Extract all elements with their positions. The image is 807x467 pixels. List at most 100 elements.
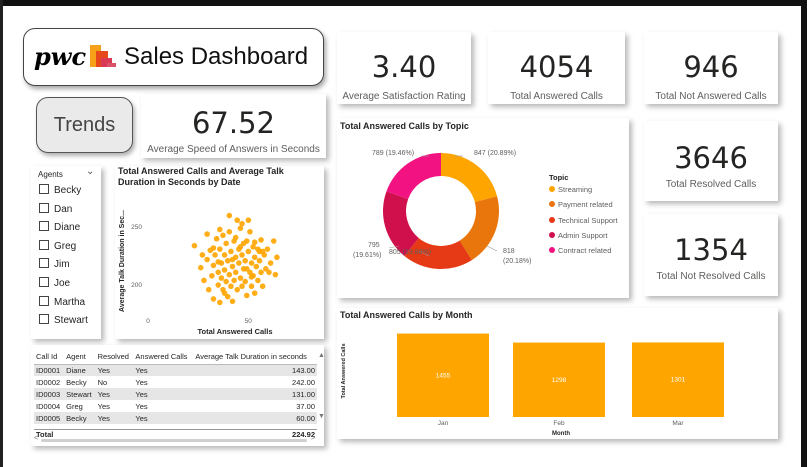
top-border — [0, 0, 807, 6]
scatter-point — [218, 275, 225, 281]
bar-value-label: 1455 — [436, 372, 451, 379]
table-cell: Becky — [66, 377, 87, 387]
scatter-point — [215, 269, 222, 276]
legend-item[interactable]: Payment related — [549, 200, 613, 209]
donut-title: Total Answered Calls by Topic — [340, 121, 469, 131]
scatter-y-tick: 250 — [131, 224, 142, 231]
scatter-point — [248, 283, 255, 290]
table-scroll-down[interactable]: ▼ — [318, 413, 325, 420]
scatter-point — [255, 277, 261, 284]
logo-block-4 — [107, 63, 116, 67]
scatter-point — [258, 269, 264, 276]
table-scroll-up[interactable]: ▲ — [318, 352, 325, 359]
scatter-title-line1: Total Answered Calls and Average Talk — [118, 166, 284, 176]
table-header-cell[interactable]: Answered Calls — [133, 350, 194, 365]
slicer-item[interactable]: Martha — [39, 295, 85, 310]
checkbox[interactable] — [39, 314, 49, 325]
legend-label: Streaming — [558, 185, 593, 194]
scatter-point — [248, 260, 255, 266]
slicer-item[interactable]: Diane — [39, 221, 80, 235]
checkbox[interactable] — [39, 239, 49, 250]
table-total-value: 224.92 — [292, 430, 315, 439]
calls-grid: Call Id Agent Resolved Answered Calls Averag… — [34, 350, 317, 424]
table-scroll-right[interactable]: > — [311, 435, 316, 442]
table-cell: Yes — [97, 401, 110, 411]
legend-item[interactable]: Admin Support — [549, 231, 608, 240]
slicer-item[interactable]: Greg — [39, 239, 76, 254]
scatter-x-tick: 0 — [146, 318, 150, 325]
kpi-avg-speed-card: 67.52 Average Speed of Answers in Second… — [141, 94, 326, 158]
table-cell: Becky — [64, 412, 96, 424]
table-cell: Yes — [95, 364, 134, 376]
scatter-point — [239, 252, 245, 258]
scatter-point — [204, 256, 210, 263]
table-scroll-left[interactable]: < — [34, 435, 39, 442]
kpi-not-resolved-value: 1354 — [674, 233, 748, 267]
table-row[interactable]: ID0002 Becky No Yes 242.00 — [34, 376, 317, 388]
checkbox[interactable] — [39, 277, 49, 287]
donut-label-streaming: 847 (20.89%) — [474, 150, 517, 157]
slicer-item[interactable]: Dan — [39, 202, 72, 217]
table-row[interactable]: ID0004 Greg Yes Yes 37.00 — [34, 400, 317, 412]
table-header-cell[interactable]: Average Talk Duration in seconds — [193, 350, 317, 365]
logo-block-3 — [101, 58, 112, 67]
table-body: ID0001 Diane Yes Yes 143.00 ID0002 Becky No Yes 2… — [34, 364, 317, 424]
scatter-point — [191, 242, 198, 249]
bar-category-label: Jan — [438, 420, 449, 427]
scatter-point — [270, 238, 277, 244]
table-header-cell[interactable]: Call Id — [34, 350, 65, 365]
scatter-point — [229, 263, 236, 270]
table-row[interactable]: ID0001 Diane Yes Yes 143.00 — [34, 364, 317, 376]
scatter-point — [247, 228, 253, 235]
bar — [397, 333, 489, 417]
legend-item[interactable]: Contract related — [549, 246, 611, 255]
table-cell: Yes — [135, 377, 148, 387]
donut-slice — [383, 191, 419, 256]
slicer-item[interactable]: Joe — [39, 277, 70, 291]
scatter-point — [259, 283, 266, 290]
bar-chart: 1455 Jan 1298 Feb 1301 Mar Month Total Answered… — [341, 333, 724, 437]
slicer-item-label: Stewart — [54, 315, 88, 327]
scatter-point — [217, 246, 223, 252]
legend-item[interactable]: Technical Support — [549, 216, 618, 225]
slicer-item[interactable]: Jim — [39, 258, 70, 272]
slicer-dropdown-icon[interactable]: ⌄ — [86, 166, 95, 177]
scatter-point — [243, 266, 250, 272]
donut-chart-card: Total Answered Calls by Topic 789 (19.46… — [337, 118, 629, 298]
scatter-point — [236, 260, 242, 266]
kpi-not-resolved-label: Total Not Resolved Calls — [656, 271, 766, 282]
table-row[interactable]: ID0003 Stewart Yes Yes 131.00 — [34, 388, 317, 400]
slicer-item[interactable]: Becky — [39, 184, 81, 198]
checkbox[interactable] — [39, 221, 49, 232]
scatter-point — [226, 212, 233, 219]
legend-item[interactable]: Streaming — [549, 185, 592, 194]
donut-slice — [386, 153, 441, 200]
table-row[interactable]: ID0005 Becky Yes Yes 60.00 — [34, 412, 317, 424]
scatter-point — [251, 239, 258, 246]
checkbox[interactable] — [39, 258, 49, 269]
scatter-point — [210, 262, 217, 269]
scatter-point — [221, 252, 228, 258]
checkbox[interactable] — [39, 295, 49, 306]
donut-slice — [404, 238, 472, 269]
donut-leader-line — [388, 245, 400, 249]
kpi-resolved-label: Total Resolved Calls — [665, 179, 757, 190]
trends-button[interactable]: Trends — [36, 97, 133, 153]
legend-label: Payment related — [558, 200, 613, 210]
scatter-point — [256, 257, 263, 264]
scatter-point — [217, 299, 223, 306]
table-cell: ID0004 — [36, 401, 61, 411]
scatter-point — [205, 286, 212, 293]
scatter-point — [242, 257, 248, 264]
table-cell: ID0003 — [34, 388, 65, 400]
scatter-point — [215, 282, 222, 288]
table-header-cell[interactable]: Resolved — [95, 350, 134, 365]
donut-slice — [441, 153, 498, 203]
table-hscrollbar[interactable] — [41, 439, 307, 442]
kpi-satisfaction-value: 3.40 — [371, 50, 437, 84]
slicer-item[interactable]: Stewart — [39, 314, 88, 328]
checkbox[interactable] — [39, 202, 49, 213]
table-header-cell[interactable]: Agent — [64, 350, 96, 365]
checkbox[interactable] — [39, 184, 49, 194]
agents-slicer: Agents ⌄ Becky Dan Diane Greg Jim Joe Martha St… — [31, 166, 101, 339]
